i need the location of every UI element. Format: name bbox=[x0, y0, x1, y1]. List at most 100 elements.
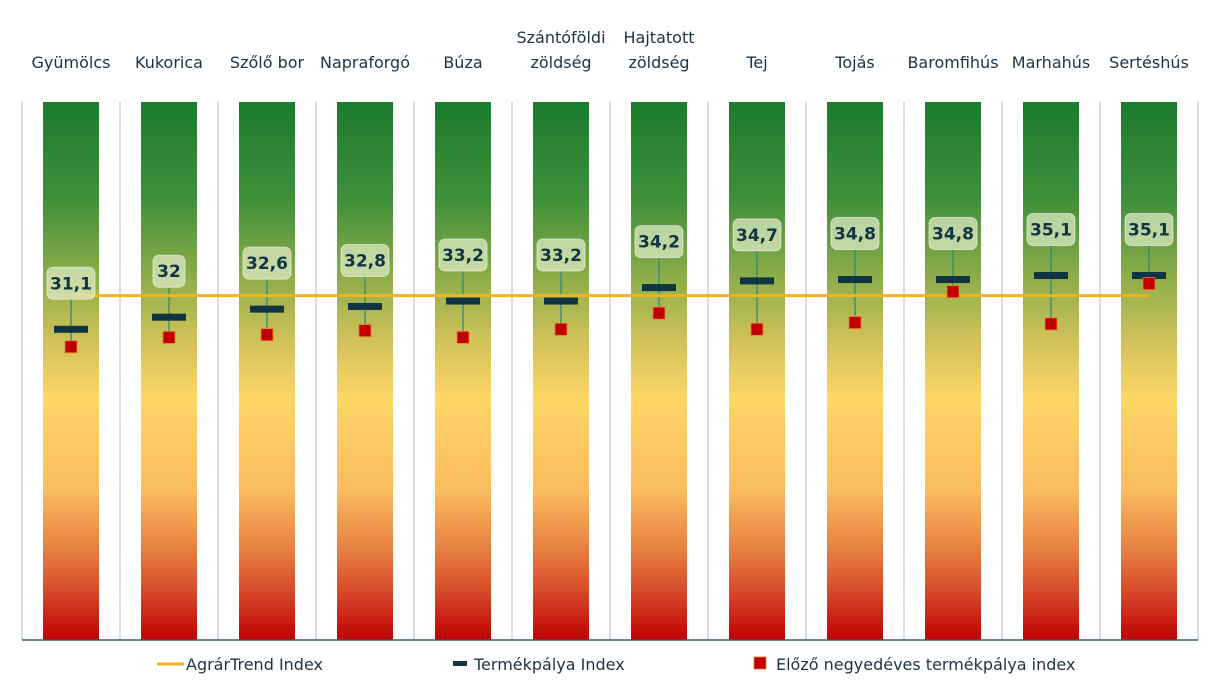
category-label-line: Szántóföldi bbox=[516, 28, 605, 47]
value-label-text: 32 bbox=[157, 262, 181, 282]
legend-label-previous: Előző negyedéves termékpálya index bbox=[776, 655, 1075, 674]
value-label-text: 34,8 bbox=[932, 225, 974, 245]
previous-quarter-marker bbox=[652, 306, 666, 320]
category-label: Szántóföldi zöldség bbox=[516, 28, 605, 72]
connector-lines bbox=[70, 245, 1150, 347]
category-label-line: Kukorica bbox=[135, 53, 203, 72]
value-label: 34,7 bbox=[732, 218, 782, 252]
value-label: 32,6 bbox=[242, 246, 292, 280]
gradient-band bbox=[141, 102, 197, 640]
previous-quarter-marker bbox=[750, 322, 764, 336]
legend-label-agrartrend: AgrárTrend Index bbox=[186, 655, 323, 674]
gradient-bands bbox=[43, 102, 1177, 640]
termekpalya-marker bbox=[250, 305, 284, 313]
category-label-line: Szőlő bor bbox=[230, 53, 305, 72]
value-label: 35,1 bbox=[1026, 213, 1076, 247]
value-label-text: 35,1 bbox=[1128, 221, 1170, 241]
category-label-line: Tej bbox=[745, 53, 767, 72]
category-label: Búza bbox=[443, 53, 482, 72]
value-label-box bbox=[830, 217, 880, 251]
previous-quarter-marker bbox=[358, 324, 372, 338]
previous-quarter-marker bbox=[456, 330, 470, 344]
category-label: Kukorica bbox=[135, 53, 203, 72]
value-label-box bbox=[634, 225, 684, 259]
value-label: 32 bbox=[152, 254, 186, 288]
termekpalya-series bbox=[54, 272, 1166, 333]
previous-quarter-marker bbox=[848, 316, 862, 329]
value-label-text: 34,7 bbox=[736, 226, 778, 246]
category-label-line: Sertéshús bbox=[1109, 53, 1189, 72]
legend-square-swatch bbox=[753, 656, 767, 670]
previous-quarter-marker bbox=[1044, 317, 1058, 331]
category-label-line: Marhahús bbox=[1012, 53, 1090, 72]
gradient-band bbox=[729, 102, 785, 640]
category-label: Marhahús bbox=[1012, 53, 1090, 72]
previous-quarter-marker bbox=[162, 330, 176, 344]
legend-item-previous: Előző negyedéves termékpálya index bbox=[753, 655, 1075, 674]
category-label-line: Búza bbox=[443, 53, 482, 72]
gradient-band bbox=[533, 102, 589, 640]
value-label-text: 33,2 bbox=[442, 246, 484, 266]
gradient-band bbox=[1121, 102, 1177, 640]
category-labels: Gyümölcs Kukorica Szőlő bor Napraforgó Búza S… bbox=[32, 28, 1189, 72]
value-label-box bbox=[1124, 213, 1174, 247]
previous-quarter-marker bbox=[260, 328, 274, 342]
gradient-band bbox=[827, 102, 883, 640]
value-label-text: 35,1 bbox=[1030, 221, 1072, 241]
value-label: 34,2 bbox=[634, 225, 684, 259]
gradient-band bbox=[43, 102, 99, 640]
previous-quarter-marker bbox=[554, 322, 568, 336]
category-label-line: Gyümölcs bbox=[32, 53, 111, 72]
termekpalya-marker bbox=[936, 276, 970, 284]
gradient-band bbox=[631, 102, 687, 640]
legend-item-agrartrend: AgrárTrend Index bbox=[157, 655, 323, 674]
legend-label-termekpalya: Termékpálya Index bbox=[473, 655, 625, 674]
category-label: Szőlő bor bbox=[230, 53, 305, 72]
previous-quarter-marker bbox=[1142, 277, 1156, 290]
category-label-line: Napraforgó bbox=[320, 53, 410, 72]
value-label: 35,1 bbox=[1124, 213, 1174, 247]
legend-item-termekpalya: Termékpálya Index bbox=[453, 655, 625, 674]
termekpalya-marker bbox=[544, 297, 578, 305]
value-label: 33,2 bbox=[536, 238, 586, 272]
value-label-box bbox=[46, 266, 96, 300]
category-label: Tojás bbox=[834, 53, 874, 72]
value-label-text: 34,8 bbox=[834, 225, 876, 245]
value-label-box bbox=[242, 246, 292, 280]
termekpalya-marker bbox=[740, 277, 774, 285]
value-label: 32,8 bbox=[340, 243, 390, 277]
previous-quarter-marker bbox=[946, 285, 960, 299]
value-label-text: 32,6 bbox=[246, 254, 288, 274]
previous-quarter-marker bbox=[64, 340, 78, 354]
value-label-box bbox=[536, 238, 586, 272]
termekpalya-marker bbox=[838, 276, 872, 284]
category-label-line: Hajtatott bbox=[624, 28, 695, 47]
value-label-box bbox=[152, 254, 186, 288]
category-label: Baromfihús bbox=[907, 53, 998, 72]
value-labels: 31,1 32 32,6 32,8 33,2 33,2 34,2 34,7 34,8 34,8 35… bbox=[46, 213, 1174, 300]
termekpalya-marker bbox=[348, 302, 382, 310]
value-label-text: 32,8 bbox=[344, 251, 386, 271]
gradient-band bbox=[435, 102, 491, 640]
value-label-box bbox=[1026, 213, 1076, 247]
legend-dash-swatch bbox=[453, 661, 467, 666]
category-label: Hajtatott zöldség bbox=[624, 28, 695, 72]
category-label: Gyümölcs bbox=[32, 53, 111, 72]
value-label: 31,1 bbox=[46, 266, 96, 300]
termekpalya-marker bbox=[642, 284, 676, 292]
category-label: Tej bbox=[745, 53, 767, 72]
value-label-box bbox=[928, 217, 978, 251]
category-label-line: zöldség bbox=[530, 53, 591, 72]
previous-quarter-series bbox=[64, 277, 1156, 354]
gradient-band bbox=[925, 102, 981, 640]
column-separators bbox=[21, 102, 1199, 640]
value-label: 34,8 bbox=[928, 217, 978, 251]
value-label-box bbox=[438, 238, 488, 272]
termekpalya-marker bbox=[1034, 272, 1068, 280]
termekpalya-marker bbox=[152, 313, 186, 321]
value-label: 34,8 bbox=[830, 217, 880, 251]
termekpalya-marker bbox=[446, 297, 480, 305]
category-label: Sertéshús bbox=[1109, 53, 1189, 72]
gradient-band bbox=[1023, 102, 1079, 640]
